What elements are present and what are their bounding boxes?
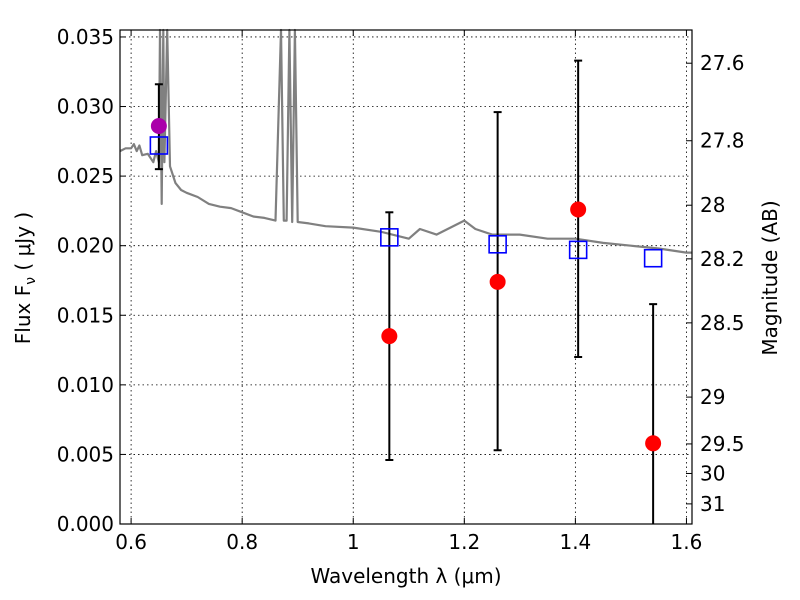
x-axis-ticks: 0.6 0.8 1 1.2 1.4 1.6 xyxy=(115,30,702,554)
x-tick-label: 1.6 xyxy=(671,530,703,554)
y-tick-label: 0.035 xyxy=(57,25,114,49)
y-tick-label: 0.010 xyxy=(57,373,114,397)
magnitude-axis-ticks: 27.6 27.8 28 28.2 28.5 29 29.5 30 31 xyxy=(686,51,745,516)
magnitude-tick-label: 28.2 xyxy=(700,247,745,271)
observed-flux-alt-point xyxy=(150,118,167,135)
y-tick-label: 0.030 xyxy=(57,95,114,119)
observed-flux-point xyxy=(570,201,587,218)
plot-frame xyxy=(119,29,693,525)
magnitude-tick-label: 31 xyxy=(700,492,725,516)
y-axis-title: Flux Fν ( μJy ) xyxy=(11,212,39,344)
model-flux-point xyxy=(643,248,663,268)
x-tick-label: 0.8 xyxy=(226,530,258,554)
x-tick-label: 1 xyxy=(347,530,360,554)
grid-lines xyxy=(120,30,692,524)
x-tick-label: 1.2 xyxy=(448,530,480,554)
observed-flux-point xyxy=(381,328,398,345)
observed-flux-point xyxy=(645,435,662,452)
observed-flux-point xyxy=(489,273,506,290)
magnitude-tick-label: 27.6 xyxy=(700,51,745,75)
magnitude-tick-label: 28 xyxy=(700,193,725,217)
y2-axis-title: Magnitude (AB) xyxy=(758,200,782,355)
y-tick-label: 0.000 xyxy=(57,512,114,536)
magnitude-tick-label: 27.8 xyxy=(700,129,745,153)
model-flux-point xyxy=(568,240,588,260)
magnitude-tick-label: 30 xyxy=(700,461,725,485)
data-markers xyxy=(149,118,663,452)
model-flux-point xyxy=(380,228,399,247)
x-axis-title: Wavelength λ (μm) xyxy=(310,564,501,588)
y-tick-label: 0.005 xyxy=(57,442,114,466)
y-tick-label: 0.015 xyxy=(57,303,114,327)
y-tick-label: 0.020 xyxy=(57,234,114,258)
model-sed-curve xyxy=(119,28,692,254)
model-flux-point xyxy=(149,136,169,155)
error-bars xyxy=(154,59,658,524)
x-tick-label: 1.4 xyxy=(559,530,591,554)
magnitude-tick-label: 28.5 xyxy=(700,311,745,335)
model-sed-line xyxy=(119,28,692,254)
y-axis-ticks: 0.000 0.005 0.010 0.015 0.020 0.025 0.030 0.035 xyxy=(57,25,126,536)
model-flux-point xyxy=(488,234,507,254)
y-tick-label: 0.025 xyxy=(57,164,114,188)
magnitude-tick-label: 29 xyxy=(700,385,725,409)
magnitude-tick-label: 29.5 xyxy=(700,432,745,456)
x-tick-label: 0.6 xyxy=(115,530,147,554)
